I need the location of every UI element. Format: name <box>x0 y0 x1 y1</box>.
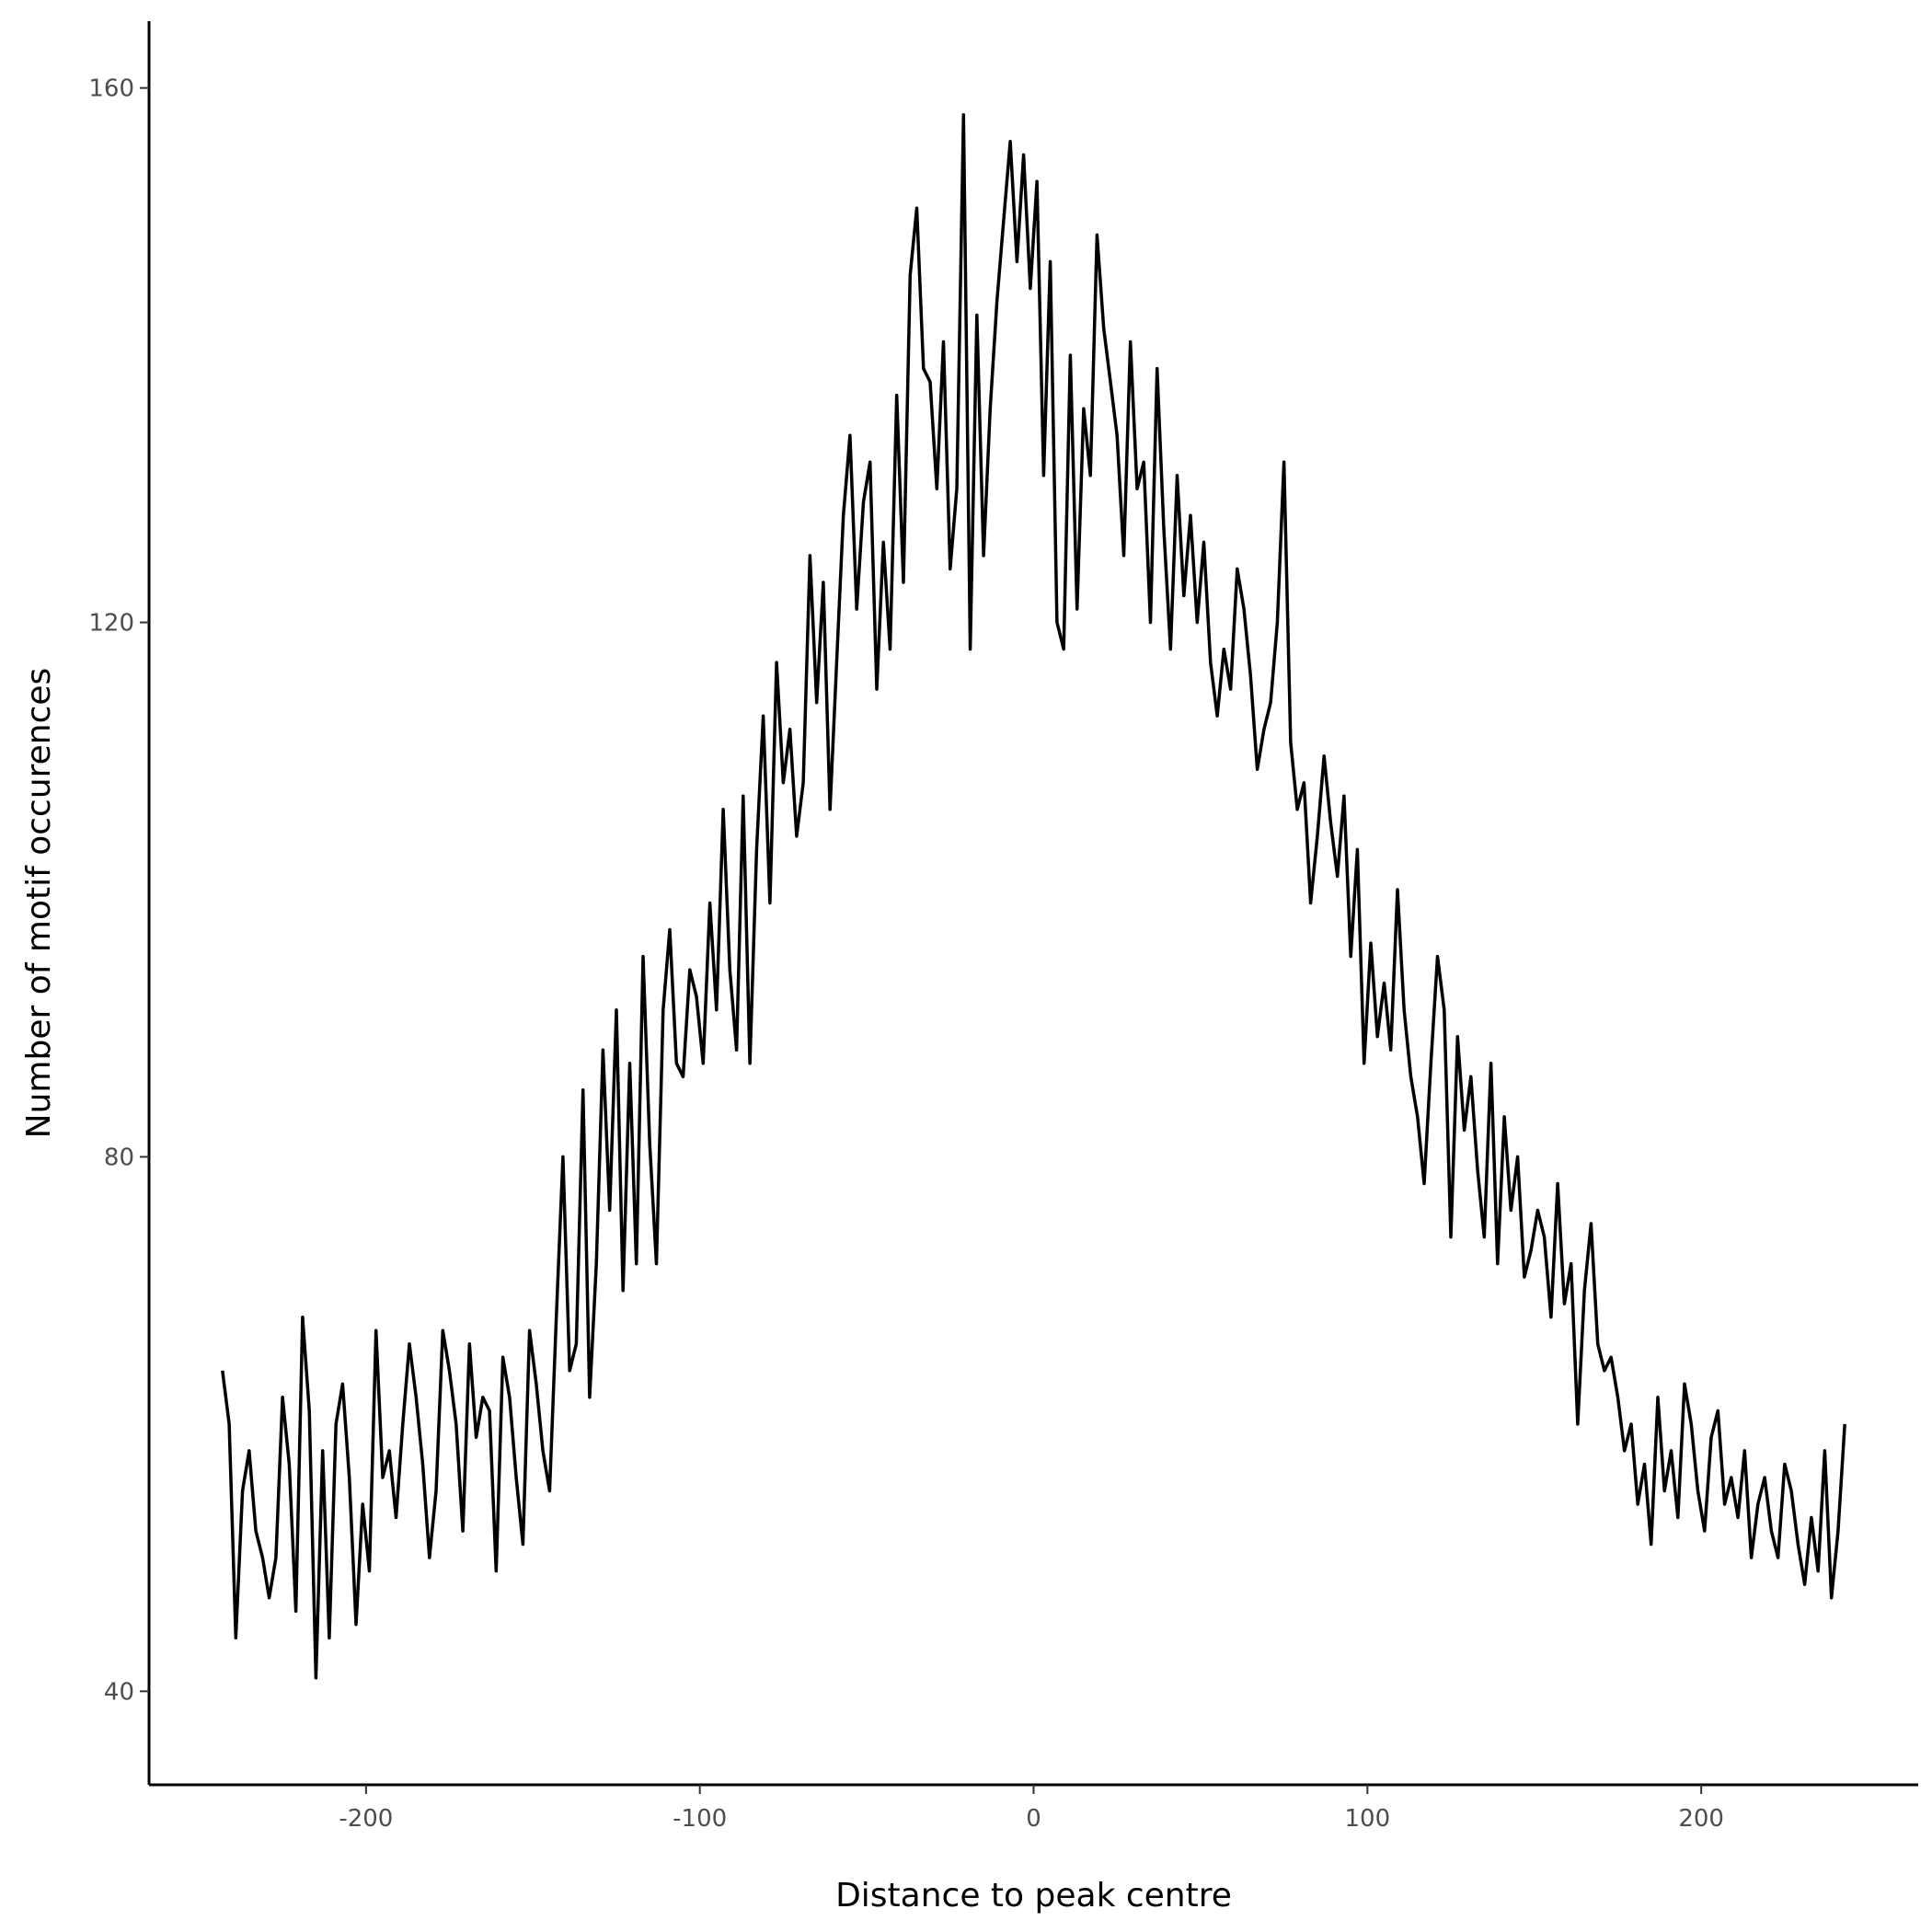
y-axis-ticks: 40 80 120 160 <box>88 75 149 1706</box>
y-tick-label: 120 <box>88 610 134 638</box>
series-line <box>221 112 1846 1680</box>
y-tick-label: 40 <box>104 1678 134 1706</box>
y-tick-label: 160 <box>88 75 134 103</box>
x-tick-label: 200 <box>1678 1805 1724 1833</box>
x-tick-label: 0 <box>1026 1805 1041 1833</box>
x-tick-label: -100 <box>673 1805 727 1833</box>
x-tick-label: -200 <box>339 1805 393 1833</box>
y-axis-title: Number of motif occurences <box>20 668 58 1139</box>
axes: -200 -100 0 100 200 40 80 120 160 <box>88 21 1918 1833</box>
y-tick-label: 80 <box>104 1144 134 1171</box>
x-axis-title: Distance to peak centre <box>835 1877 1232 1915</box>
x-tick-label: 100 <box>1345 1805 1391 1833</box>
plot-area <box>221 112 1846 1680</box>
x-axis-ticks: -200 -100 0 100 200 <box>339 1785 1724 1833</box>
